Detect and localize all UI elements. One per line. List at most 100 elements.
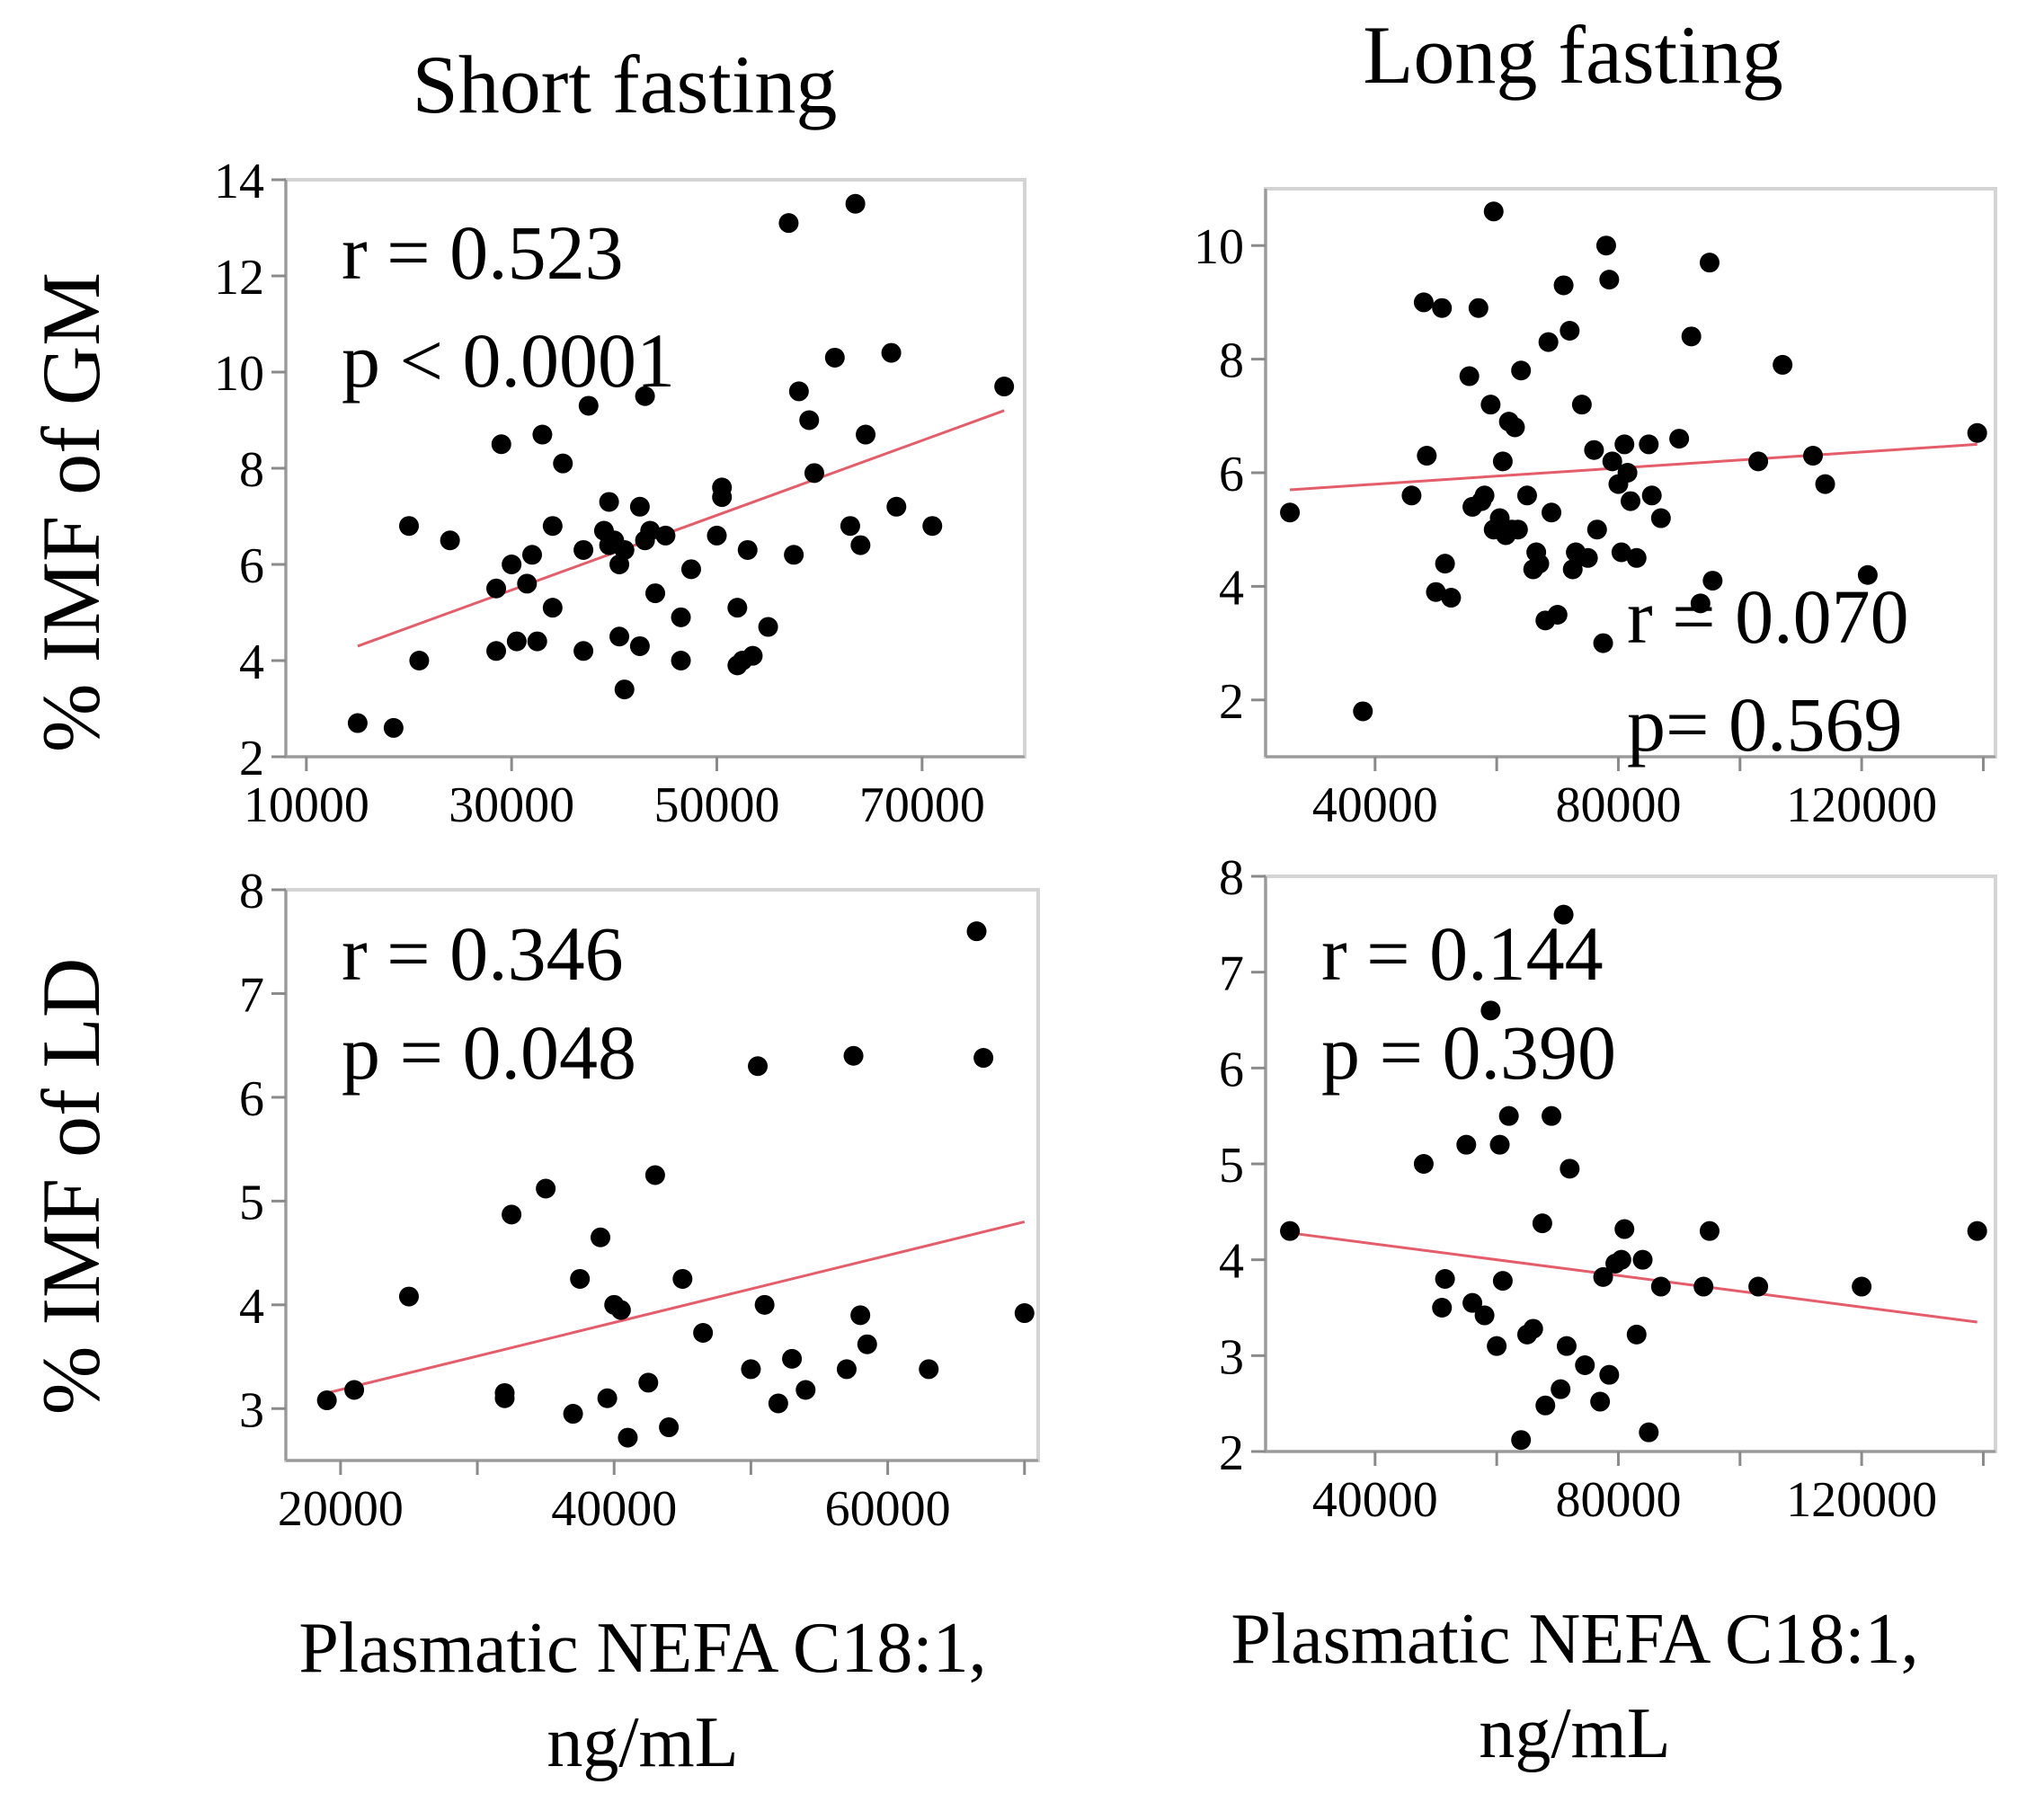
data-point — [644, 1165, 665, 1185]
data-point — [804, 463, 824, 484]
data-point — [1602, 451, 1622, 472]
x-tick-label: 40000 — [551, 1481, 677, 1537]
data-point — [1529, 554, 1550, 574]
panel-long-ld: 2 3 4 5 6 7 8 40000 80000 120000 r = 0.144 p = 0.39… — [1219, 850, 1997, 1528]
data-point — [609, 626, 630, 647]
data-point — [527, 631, 547, 652]
x-tick-label: 120000 — [1786, 777, 1937, 833]
data-point — [843, 1045, 864, 1066]
x-tick-label: 80000 — [1555, 777, 1681, 833]
data-point — [856, 424, 876, 445]
row-label-ld: % IMF of LD — [25, 958, 117, 1416]
x-tick-label: 40000 — [1312, 1472, 1438, 1528]
data-point — [1480, 1000, 1501, 1021]
data-point — [1967, 422, 1987, 443]
stat-r: r = 0.523 — [342, 209, 624, 296]
data-point — [536, 1178, 556, 1199]
data-point — [1748, 451, 1769, 472]
xlabel-long-line2: ng/mL — [1479, 1694, 1670, 1773]
x-tick-label: 30000 — [449, 777, 574, 833]
data-point — [1599, 270, 1620, 290]
y-tick-label: 6 — [1219, 1042, 1244, 1097]
y-tick-label: 5 — [239, 1175, 264, 1230]
data-point — [1435, 1269, 1455, 1289]
y-tick-label: 8 — [1219, 850, 1244, 906]
data-point — [1699, 253, 1720, 273]
data-point — [1626, 547, 1647, 568]
data-point — [1511, 360, 1532, 381]
data-point — [836, 1359, 857, 1380]
data-point — [399, 516, 419, 537]
data-point — [782, 1348, 803, 1369]
data-point — [1650, 1276, 1671, 1297]
y-tick-label: 10 — [1194, 219, 1244, 275]
data-point — [919, 1359, 939, 1380]
data-point — [672, 1268, 693, 1289]
data-point — [1547, 605, 1568, 625]
panel-short-gm: 2 4 6 8 10 12 14 10000 30000 50000 70000 r = 0.523 p… — [214, 154, 1026, 833]
data-point — [645, 583, 665, 604]
data-point — [491, 434, 511, 455]
x-tick-label: 20000 — [278, 1481, 404, 1537]
data-point — [799, 410, 820, 431]
data-point — [1474, 485, 1495, 506]
data-point — [1614, 434, 1635, 455]
data-point — [1702, 571, 1723, 591]
data-point — [1532, 1213, 1552, 1234]
data-point — [494, 1388, 515, 1408]
data-point — [1542, 1105, 1562, 1126]
data-point — [1492, 1271, 1513, 1292]
y-tick-label: 6 — [1219, 447, 1244, 502]
data-point — [845, 193, 866, 214]
row-label-gm: % IMF of GM — [25, 272, 117, 752]
data-point — [506, 631, 527, 652]
y-tick-label: 3 — [239, 1382, 264, 1438]
data-point — [383, 717, 404, 738]
data-point — [784, 545, 804, 565]
data-point — [1575, 1355, 1595, 1375]
data-point — [922, 516, 943, 537]
y-tick-label: 5 — [1219, 1138, 1244, 1194]
data-point — [1669, 429, 1690, 449]
data-point — [1483, 201, 1504, 222]
y-tick-label: 2 — [1219, 1425, 1244, 1481]
data-point — [1417, 446, 1437, 466]
data-point — [1426, 581, 1446, 602]
stat-r: r = 0.070 — [1627, 573, 1909, 660]
data-point — [1413, 292, 1434, 313]
data-point — [563, 1404, 583, 1425]
data-point — [1498, 1105, 1519, 1126]
stat-p: p = 0.390 — [1321, 1009, 1616, 1096]
data-point — [1590, 1391, 1611, 1412]
data-point — [629, 496, 650, 517]
data-point — [1639, 434, 1659, 455]
data-point — [741, 1359, 761, 1380]
data-point — [754, 1294, 775, 1315]
data-point — [1595, 235, 1616, 256]
data-point — [1523, 1318, 1543, 1339]
x-tick-label: 70000 — [859, 777, 985, 833]
data-point — [727, 598, 748, 618]
data-point — [1967, 1221, 1987, 1241]
data-point — [1611, 1249, 1631, 1270]
data-point — [966, 921, 987, 942]
data-point — [1511, 1430, 1532, 1451]
data-point — [1611, 542, 1631, 563]
data-point — [1650, 508, 1671, 528]
regression-line — [357, 409, 1005, 648]
data-point — [1474, 1305, 1495, 1326]
data-point — [1614, 1219, 1635, 1239]
data-point — [409, 651, 430, 670]
data-point — [570, 1268, 591, 1289]
y-tick-label: 10 — [214, 346, 264, 402]
x-tick-label: 10000 — [244, 777, 369, 833]
data-point — [712, 477, 733, 498]
data-point — [1441, 588, 1462, 608]
xlabel-short-line1: Plasmatic NEFA C18:1, — [298, 1609, 986, 1688]
data-point — [1435, 554, 1455, 574]
data-point — [316, 1390, 337, 1411]
data-point — [610, 1300, 631, 1320]
data-point — [659, 1417, 680, 1438]
y-tick-label: 8 — [239, 864, 264, 919]
